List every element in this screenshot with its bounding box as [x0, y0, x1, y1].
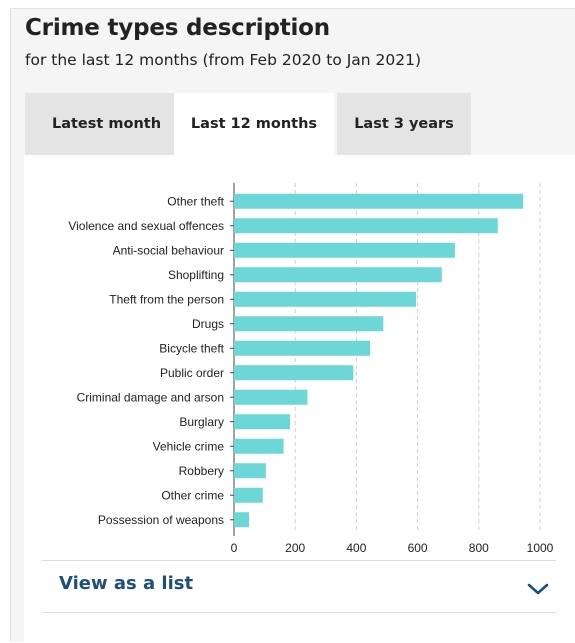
bar[interactable]	[234, 267, 442, 283]
category-label: Public order	[160, 366, 224, 380]
x-tick-label: 400	[346, 541, 366, 555]
chevron-down-icon[interactable]	[526, 581, 550, 597]
x-tick-label: 600	[408, 541, 428, 555]
bar[interactable]	[234, 463, 266, 479]
bar[interactable]	[234, 242, 455, 258]
category-label: Criminal damage and arson	[77, 390, 224, 404]
divider-top	[42, 560, 556, 561]
x-tick-label: 1000	[527, 541, 554, 555]
divider-bottom	[42, 612, 556, 613]
bar[interactable]	[234, 389, 308, 405]
bar[interactable]	[234, 316, 384, 332]
bar[interactable]	[234, 340, 371, 356]
bar[interactable]	[234, 291, 417, 307]
category-label: Bicycle theft	[159, 341, 224, 355]
page-subtitle: for the last 12 months (from Feb 2020 to…	[25, 51, 422, 69]
bar[interactable]	[234, 512, 249, 528]
bar[interactable]	[234, 193, 524, 209]
category-label: Anti-social behaviour	[113, 243, 224, 257]
tab-content: Other theft Violence and sexual offences A…	[24, 155, 575, 643]
x-tick-label: 200	[285, 541, 305, 555]
bar-chart: Other theft Violence and sexual offences A…	[68, 183, 554, 555]
category-label: Vehicle crime	[153, 439, 225, 453]
x-tick-label: 0	[231, 541, 238, 555]
category-label: Shoplifting	[168, 268, 224, 282]
category-label: Burglary	[179, 415, 224, 429]
bar[interactable]	[234, 438, 284, 454]
bar[interactable]	[234, 365, 354, 381]
category-label: Theft from the person	[109, 292, 224, 306]
bar[interactable]	[234, 487, 263, 503]
crime-types-panel: Crime types description for the last 12 …	[10, 8, 575, 643]
category-label: Possession of weapons	[98, 513, 224, 527]
category-label: Violence and sexual offences	[68, 219, 224, 233]
category-label: Other crime	[161, 488, 224, 502]
bar[interactable]	[234, 218, 498, 234]
category-label: Other theft	[167, 194, 224, 208]
view-as-list-link[interactable]: View as a list	[59, 573, 194, 594]
bar[interactable]	[234, 414, 290, 430]
tab-latest-month[interactable]: Latest month	[25, 93, 188, 155]
category-label: Drugs	[192, 317, 224, 331]
tab-last-12-months[interactable]: Last 12 months	[174, 93, 334, 155]
category-label: Robbery	[179, 464, 224, 478]
x-tick-label: 800	[469, 541, 489, 555]
tab-last-3-years[interactable]: Last 3 years	[337, 93, 471, 155]
page-title: Crime types description	[25, 15, 330, 41]
